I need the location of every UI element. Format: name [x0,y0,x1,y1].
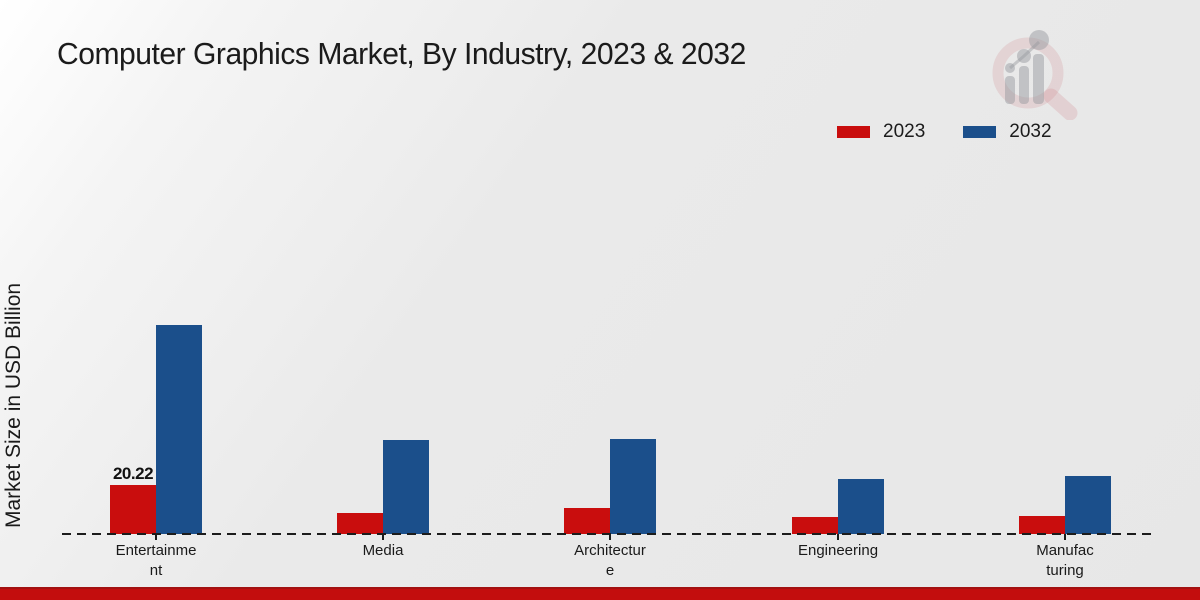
legend-label: 2032 [1009,121,1052,142]
bar-2023-engineering [792,517,838,534]
bar-2032-architecture [610,439,656,534]
bar-2032-manufacturing [1065,476,1111,534]
legend: 2023 2032 [837,121,1052,143]
bar-2023-media [337,513,383,534]
bar-2032-entertainment [156,325,202,534]
bar-2023-architecture [564,508,610,534]
x-axis-line [62,533,1155,535]
y-axis-label: Market Size in USD Billion [2,282,25,528]
x-tick-engineering [837,534,839,540]
category-label-architecture: Architectur e [574,542,646,579]
legend-label: 2023 [883,121,926,142]
legend-item-2023: 2023 [837,121,925,143]
bar-2023-entertainment [110,485,156,534]
magnifier-bar-chart-watermark-icon [992,30,1078,120]
bar-2032-media [383,440,429,534]
x-tick-architecture [609,534,611,540]
x-tick-manufacturing [1064,534,1066,540]
category-label-entertainment: Entertainme nt [115,542,197,579]
chart-title: Computer Graphics Market, By Industry, 2… [57,36,746,71]
legend-swatch-icon [963,126,997,138]
category-label-engineering: Engineering [797,542,879,559]
bar-2032-engineering [838,479,884,534]
footer-accent-band [0,587,1200,600]
legend-item-2032: 2032 [963,121,1052,143]
x-tick-media [382,534,384,540]
x-tick-entertainment [155,534,157,540]
legend-swatch-icon [837,126,870,138]
value-label-2023-entertainment: 20.22 [112,464,154,483]
category-label-media: Media [362,542,404,559]
category-label-manufacturing: Manufac turing [1036,542,1094,579]
bar-2023-manufacturing [1019,516,1065,534]
